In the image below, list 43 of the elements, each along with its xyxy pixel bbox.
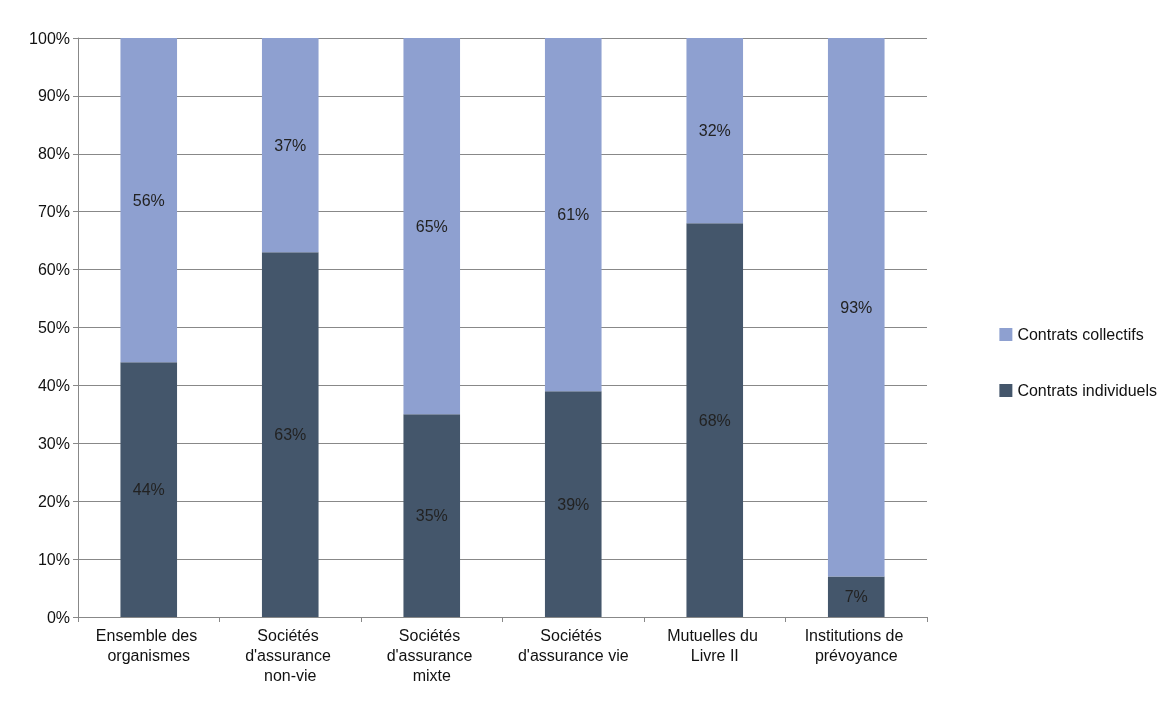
data-label: 44% xyxy=(132,481,165,499)
data-label: 63% xyxy=(274,426,307,444)
data-label: 93% xyxy=(840,298,873,316)
bar xyxy=(686,223,744,617)
bar xyxy=(544,391,602,617)
x-tick-label: Mutuelles du Livre II xyxy=(667,626,763,664)
y-tick-label: 30% xyxy=(37,434,70,452)
y-tick-label: 70% xyxy=(37,203,70,221)
x-tick-label: Ensemble des organismes xyxy=(95,626,202,664)
data-label: 35% xyxy=(415,507,448,525)
bar xyxy=(827,576,885,617)
y-tick-label: 10% xyxy=(37,550,70,568)
bar xyxy=(403,38,461,415)
data-label: 68% xyxy=(698,411,731,429)
bar xyxy=(120,362,178,617)
data-label: 56% xyxy=(132,191,165,209)
y-tick-label: 20% xyxy=(37,492,70,510)
legend-label: Contrats collectifs xyxy=(1017,326,1144,343)
x-tick-label: Sociétés d'assurance mixte xyxy=(386,626,477,684)
data-label: 7% xyxy=(844,588,868,606)
bar xyxy=(403,414,461,617)
bar xyxy=(827,38,885,577)
x-tick-label: Sociétés d'assurance vie xyxy=(517,626,629,664)
x-tick-label: Institutions de prévoyance xyxy=(804,626,908,664)
y-tick-label: 60% xyxy=(37,261,70,279)
y-tick-label: 0% xyxy=(46,608,70,626)
bar xyxy=(261,252,319,617)
data-label: 61% xyxy=(557,206,590,224)
y-tick-label: 80% xyxy=(37,145,70,163)
bar xyxy=(686,38,744,224)
bar xyxy=(120,38,178,363)
x-tick-label: Sociétés d'assurance non-vie xyxy=(245,626,336,684)
bar xyxy=(544,38,602,392)
y-tick-label: 90% xyxy=(37,87,70,105)
y-tick-label: 50% xyxy=(37,319,70,336)
bar xyxy=(261,38,319,253)
data-label: 39% xyxy=(557,495,590,513)
data-label: 65% xyxy=(415,217,448,235)
data-label: 37% xyxy=(274,136,307,154)
data-label: 32% xyxy=(698,122,731,140)
y-tick-label: 100% xyxy=(29,29,70,47)
y-tick-label: 40% xyxy=(37,376,70,394)
legend-label: Contrats individuels xyxy=(1017,382,1157,399)
